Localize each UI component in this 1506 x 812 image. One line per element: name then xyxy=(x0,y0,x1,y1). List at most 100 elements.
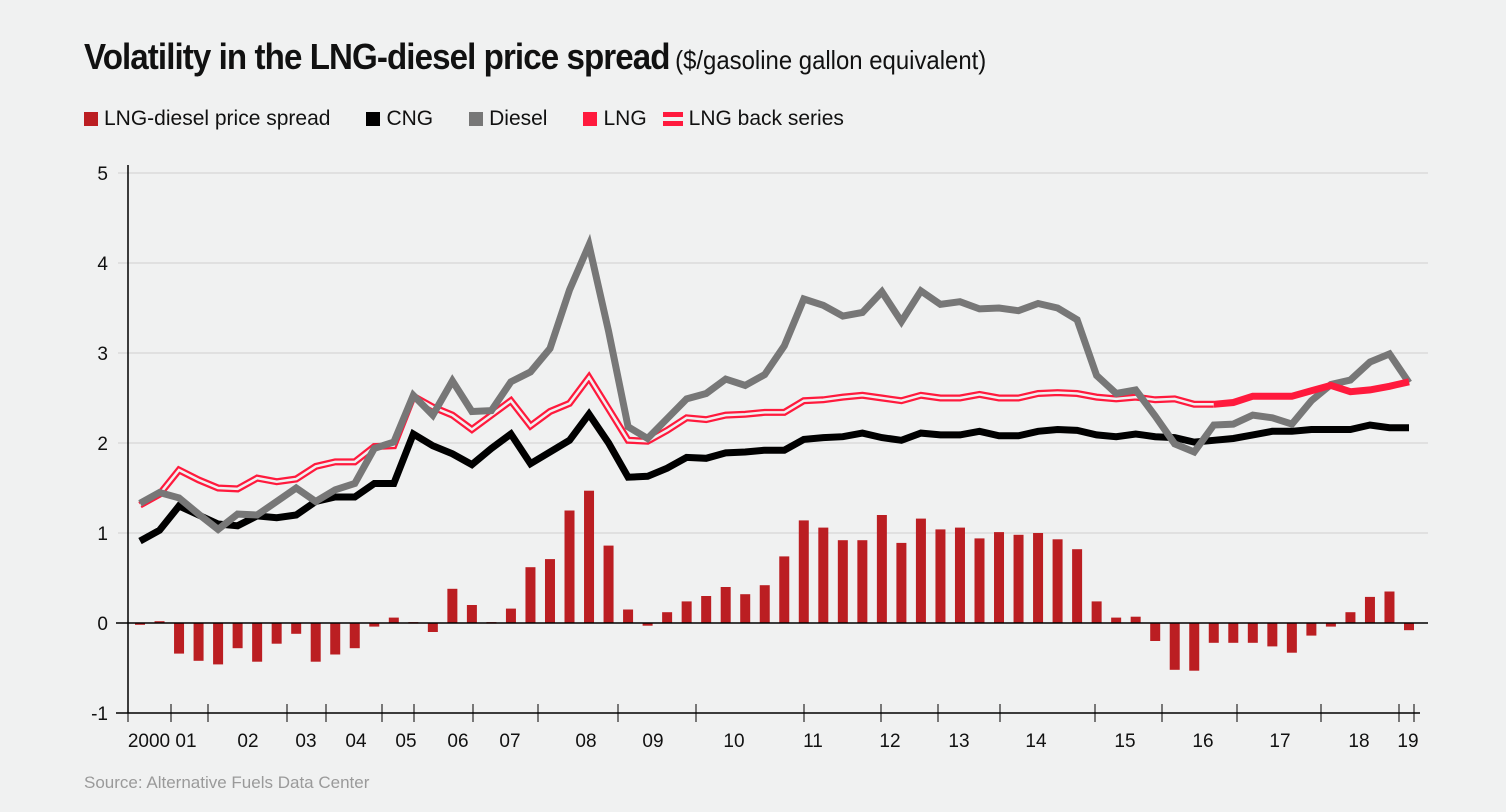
x-tick-label: 15 xyxy=(1114,731,1135,752)
x-tick-label: 2000 xyxy=(128,731,170,752)
legend-item-diesel[interactable]: Diesel xyxy=(469,107,547,131)
spread-bar xyxy=(388,617,399,623)
x-tick-label: 19 xyxy=(1397,731,1418,752)
cng-line xyxy=(138,408,1409,545)
spread-bar xyxy=(720,587,731,623)
chart-title-text: Volatility in the LNG-diesel price sprea… xyxy=(84,36,670,77)
spread-bar xyxy=(1325,623,1336,627)
spread-bar xyxy=(1286,623,1297,653)
spread-bar xyxy=(662,612,673,623)
spread-bar xyxy=(310,623,321,662)
spread-bar xyxy=(837,540,848,623)
source-note: Source: Alternative Fuels Data Center xyxy=(84,773,370,792)
legend-label-lng-back: LNG back series xyxy=(688,107,844,130)
spread-bar xyxy=(935,529,946,623)
spread-bar xyxy=(623,609,634,623)
spread-bar xyxy=(1364,596,1375,623)
legend: LNG-diesel price spread CNG Diesel LNG L… xyxy=(84,107,880,131)
legend-item-cng[interactable]: CNG xyxy=(366,107,433,131)
spread-bar xyxy=(427,623,438,632)
spread-bar xyxy=(1247,623,1258,643)
spread-bar xyxy=(291,623,302,634)
legend-label-spread: LNG-diesel price spread xyxy=(104,107,331,130)
spread-bars xyxy=(135,490,1414,671)
spread-bar xyxy=(681,601,692,623)
spread-bar xyxy=(740,594,751,623)
spread-bar xyxy=(1033,533,1044,623)
diesel-line xyxy=(138,233,1412,534)
legend-item-lng-back[interactable]: LNG back series xyxy=(662,107,844,131)
spread-bar xyxy=(505,608,516,623)
x-tick-label: 12 xyxy=(879,731,900,752)
legend-label-diesel: Diesel xyxy=(489,107,548,130)
y-tick-label: -1 xyxy=(91,704,108,725)
x-tick-label: 08 xyxy=(575,731,596,752)
x-tick-label: 18 xyxy=(1348,731,1369,752)
legend-swatch-lng-back xyxy=(662,112,683,126)
legend-swatch-cng xyxy=(366,112,381,126)
y-tick-label: 3 xyxy=(97,344,108,365)
y-tick-label: 4 xyxy=(97,254,108,275)
spread-bar xyxy=(584,490,595,623)
spread-bar xyxy=(525,567,536,623)
x-tick-label: 13 xyxy=(948,731,969,752)
spread-bar xyxy=(954,527,965,623)
spread-bar xyxy=(466,605,477,623)
spread-bar xyxy=(1169,623,1180,670)
legend-label-cng: CNG xyxy=(386,107,434,130)
spread-bar xyxy=(1013,534,1024,623)
legend-swatch-diesel xyxy=(469,112,484,126)
spread-bar xyxy=(798,520,809,623)
spread-bar xyxy=(1384,591,1395,623)
spread-bar xyxy=(1111,617,1122,623)
spread-bar xyxy=(896,542,907,623)
spread-bar xyxy=(1208,623,1219,643)
legend-item-spread[interactable]: LNG-diesel price spread xyxy=(84,107,330,131)
x-tick-label: 07 xyxy=(499,731,520,752)
spread-bar xyxy=(1345,612,1356,623)
series-lines xyxy=(138,233,1412,545)
spread-bar xyxy=(1130,616,1141,623)
spread-bar xyxy=(544,559,555,623)
legend-swatch-spread xyxy=(84,112,98,126)
spread-bar xyxy=(447,588,458,623)
spread-bar xyxy=(818,527,829,623)
spread-bar xyxy=(1267,623,1278,647)
x-tick-label: 16 xyxy=(1192,731,1213,752)
x-tick-label: 04 xyxy=(345,731,367,752)
spread-bar xyxy=(349,623,360,649)
spread-bar xyxy=(1228,623,1239,643)
spread-bar xyxy=(135,623,145,625)
x-tick-label: 11 xyxy=(803,731,823,752)
spread-bar xyxy=(1404,623,1414,631)
x-tick-label: 09 xyxy=(642,731,663,752)
spread-bar xyxy=(271,623,282,644)
y-tick-label: 2 xyxy=(97,434,108,455)
chart-subtitle: ($/gasoline gallon equivalent) xyxy=(675,45,987,75)
legend-item-lng[interactable]: LNG xyxy=(583,107,647,131)
spread-bar xyxy=(701,596,712,623)
y-tick-label: 5 xyxy=(97,164,108,185)
spread-bar xyxy=(1052,539,1063,623)
x-tick-label: 02 xyxy=(237,731,258,752)
x-tick-label: 01 xyxy=(175,731,196,752)
spread-bar xyxy=(759,585,770,623)
gridlines xyxy=(118,172,1428,534)
spread-bar xyxy=(876,515,887,623)
lng-line xyxy=(1213,378,1410,408)
y-tick-label: 1 xyxy=(97,524,108,545)
y-tick-label: 0 xyxy=(97,614,108,635)
spread-bar xyxy=(1189,623,1200,671)
chart-title: Volatility in the LNG-diesel price sprea… xyxy=(84,36,986,78)
lng-back-series-line-inner xyxy=(139,375,1214,507)
spread-bar xyxy=(1091,601,1102,623)
x-tick-label: 17 xyxy=(1269,731,1290,752)
spread-bar xyxy=(330,623,341,655)
spread-bar xyxy=(252,623,263,662)
legend-swatch-lng xyxy=(583,112,598,126)
lng-back-series-line xyxy=(138,371,1214,509)
spread-bar xyxy=(974,538,985,623)
legend-label-lng: LNG xyxy=(603,107,647,130)
